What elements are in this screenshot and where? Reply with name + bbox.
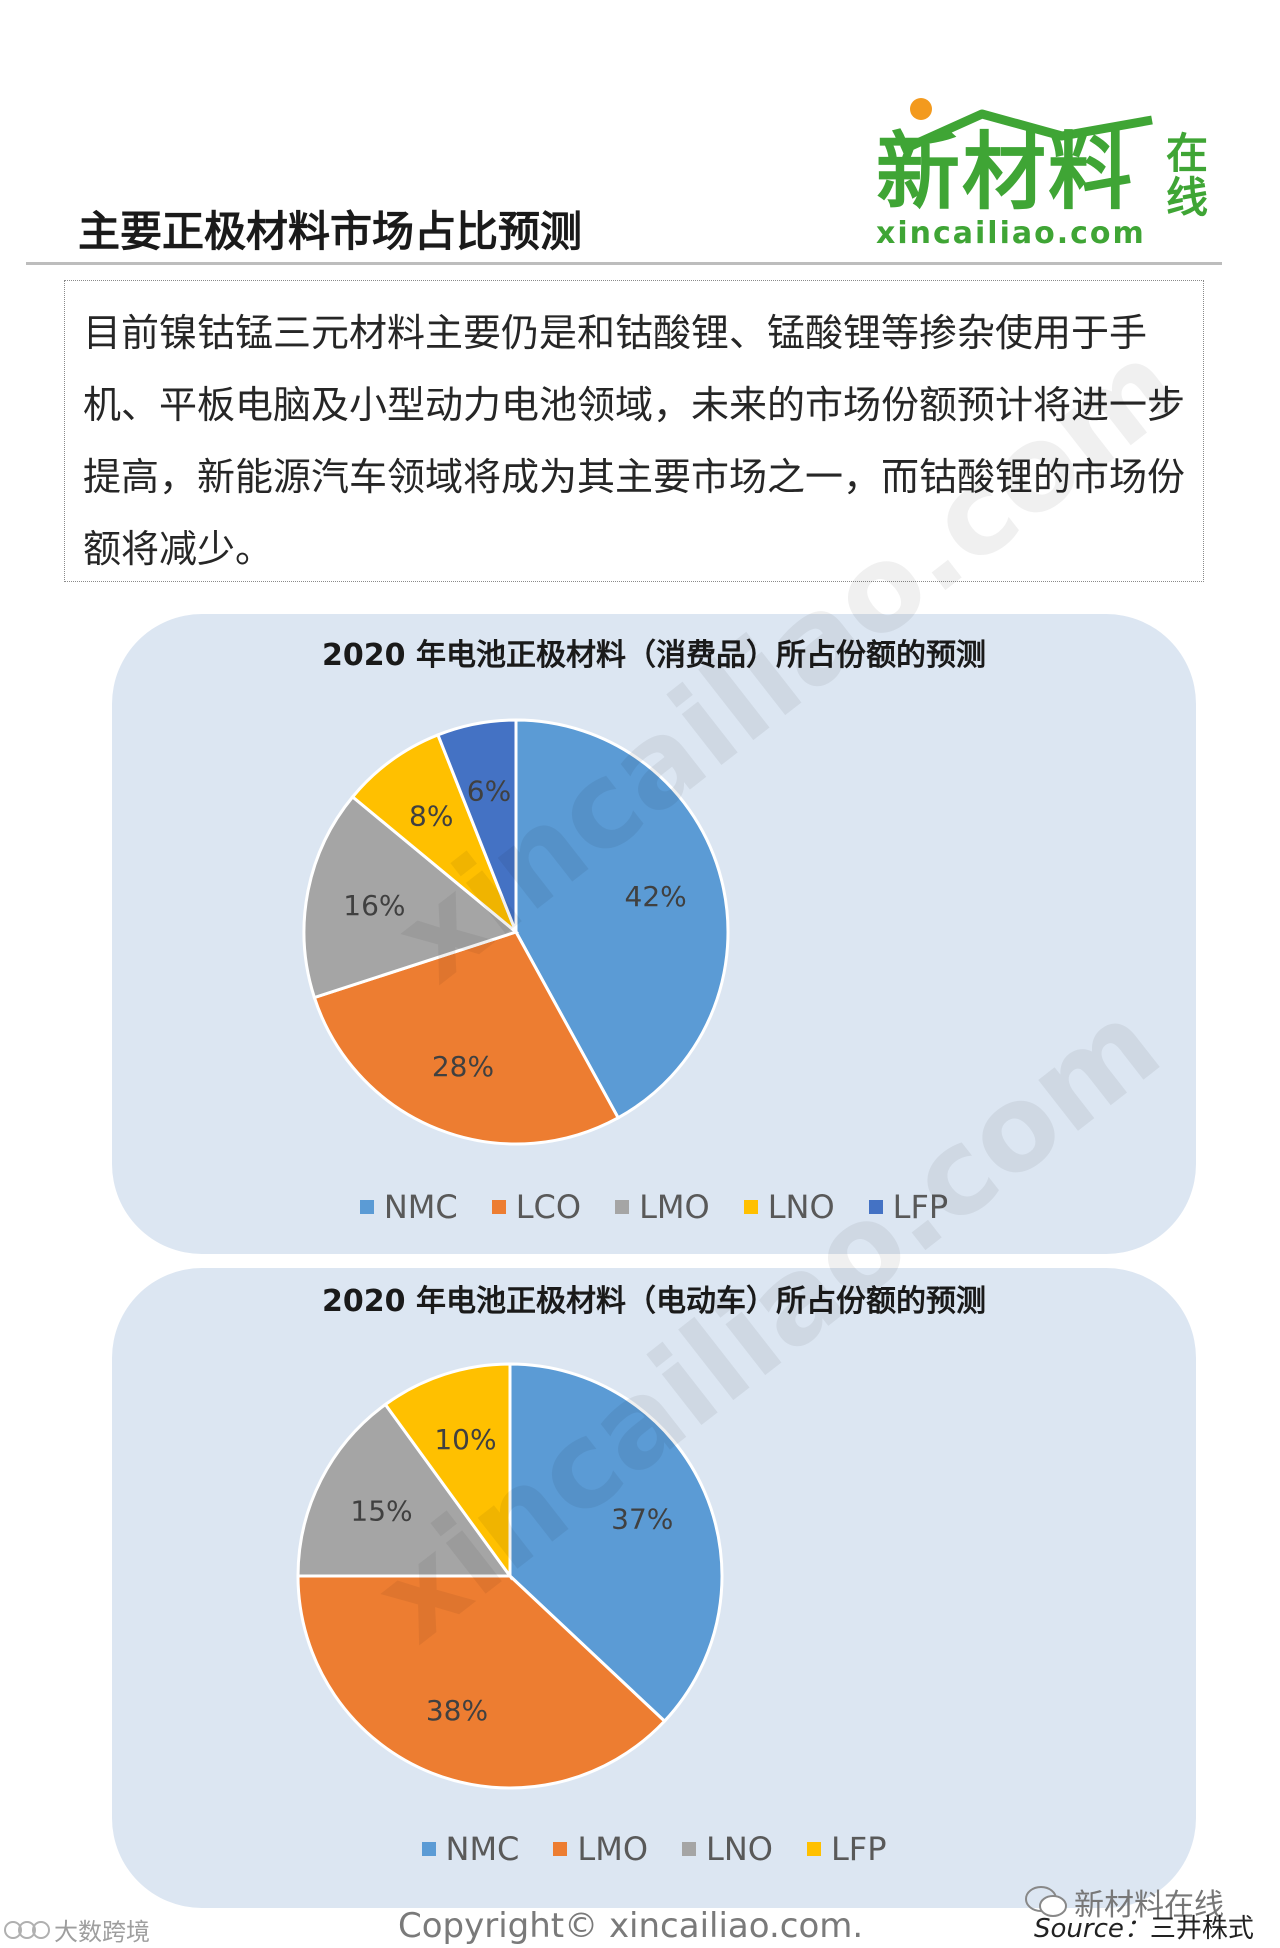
page-title: 主要正极材料市场占比预测 (78, 207, 583, 256)
pie-slice-lmo (302, 794, 520, 1000)
legend-label: LFP (892, 1188, 949, 1226)
legend-swatch (421, 1842, 436, 1856)
legend-swatch (868, 1200, 883, 1214)
source-value: 三井株式 (1149, 1914, 1254, 1944)
legend-swatch (615, 1200, 630, 1214)
source-label: Source： (1034, 1914, 1150, 1944)
data-label-lfp: 10% (434, 1423, 496, 1456)
ev-pie-chart: 37% 38% 15% 10% (296, 1362, 724, 1790)
legend-label: LMO (639, 1188, 710, 1226)
chart-legend: NMC LCO LMO LNO LFP (112, 1188, 1196, 1226)
title-divider (26, 262, 1222, 265)
legend-item-lco: LCO (491, 1188, 582, 1226)
footer-left-text: 大数跨境 (54, 1918, 150, 1946)
wechat-name: 新材料在线 (1074, 1888, 1224, 1923)
legend-item-lno: LNO (743, 1188, 835, 1226)
chart-legend: NMC LMO LNO LFP (112, 1830, 1196, 1868)
pie-slice-lfp (436, 718, 518, 933)
legend-label: NMC (383, 1188, 458, 1226)
pie-slice-lno (350, 732, 518, 934)
data-label-nmc: 37% (611, 1503, 673, 1536)
pie-slice-lco (312, 930, 621, 1146)
legend-swatch (553, 1842, 568, 1856)
intro-text-box: 目前镍钴锰三元材料主要仍是和钴酸锂、锰酸锂等掺杂使用于手机、平板电脑及小型动力电… (64, 280, 1204, 582)
legend-item-lmo: LMO (553, 1830, 648, 1868)
copyright-text: Copyright© xincailiao.com. (398, 1906, 864, 1946)
logo-text: 新材料 (876, 123, 1135, 221)
brand-mark-icon (4, 1920, 50, 1939)
data-label-lmo: 16% (343, 889, 405, 922)
legend-label: LNO (767, 1188, 835, 1226)
legend-label: LFP (830, 1830, 887, 1868)
data-label-lfp: 6% (467, 774, 511, 807)
source-note: Source：三井株式 (1034, 1908, 1254, 1945)
legend-item-nmc: NMC (421, 1830, 520, 1868)
pie-slice-lfp (383, 1362, 512, 1581)
data-label-lmo: 38% (426, 1694, 488, 1727)
footer-left-brand: 大数跨境 (4, 1912, 150, 1947)
legend-item-nmc: NMC (359, 1188, 458, 1226)
wechat-icon (1025, 1886, 1067, 1917)
logo-domain: xincailiao.com (876, 216, 1146, 251)
legend-swatch (491, 1200, 506, 1214)
data-label-lno: 8% (409, 799, 453, 832)
legend-swatch (359, 1200, 374, 1214)
chart-title: 2020 年电池正极材料（电动车）所占份额的预测 (322, 1284, 986, 1319)
legend-swatch (743, 1200, 758, 1214)
wechat-account: 新材料在线 (1024, 1880, 1224, 1924)
data-label-lno: 15% (350, 1495, 412, 1528)
legend-item-lmo: LMO (615, 1188, 710, 1226)
logo-side-text: 在线 (1165, 129, 1208, 222)
legend-label: LMO (577, 1830, 649, 1868)
data-label-nmc: 42% (625, 880, 687, 913)
logo-dot (910, 98, 932, 120)
legend-item-lfp: LFP (806, 1830, 887, 1868)
chart-title: 2020 年电池正极材料（消费品）所占份额的预测 (322, 638, 986, 673)
pie-slice-nmc (508, 1362, 724, 1724)
consumer-pie-chart: 42% 28% 16% 8% 6% (302, 718, 730, 1146)
legend-swatch (682, 1842, 697, 1856)
brand-logo: 新材料 在线 xincailiao.com (872, 98, 1212, 251)
legend-item-lfp: LFP (868, 1188, 949, 1226)
data-label-lco: 28% (432, 1050, 494, 1083)
legend-swatch (806, 1842, 821, 1856)
consumer-chart-panel: 2020 年电池正极材料（消费品）所占份额的预测 42% 28% 16% 8% 6% N… (112, 614, 1196, 1254)
intro-text: 目前镍钴锰三元材料主要仍是和钴酸锂、锰酸锂等掺杂使用于手机、平板电脑及小型动力电… (83, 311, 1186, 571)
legend-label: NMC (445, 1830, 520, 1868)
pie-slice-nmc (514, 718, 730, 1120)
legend-item-lno: LNO (682, 1830, 773, 1868)
legend-label: LNO (706, 1830, 773, 1868)
pie-slice-lno (296, 1402, 513, 1578)
legend-label: LCO (515, 1188, 582, 1226)
pie-slice-lmo (296, 1574, 667, 1790)
logo-roof-icon (900, 109, 1153, 155)
ev-chart-panel: 2020 年电池正极材料（电动车）所占份额的预测 37% 38% 15% 10% NM… (112, 1268, 1196, 1908)
